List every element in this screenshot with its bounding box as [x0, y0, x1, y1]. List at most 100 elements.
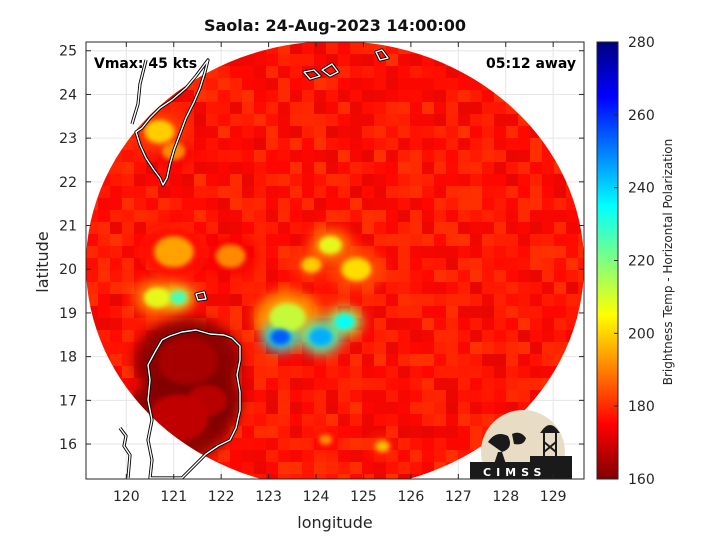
heat-cell — [146, 198, 158, 210]
heat-cell — [506, 198, 518, 210]
heat-cell — [326, 474, 338, 479]
heat-cell — [314, 294, 326, 306]
heat-cell — [482, 186, 494, 198]
heat-cell — [398, 234, 410, 246]
heat-cell — [446, 222, 458, 234]
heat-cell — [314, 126, 326, 138]
heat-cell — [494, 198, 506, 210]
heat-cell — [350, 162, 362, 174]
heat-cell — [374, 198, 386, 210]
heat-cell — [266, 174, 278, 186]
heat-cell — [374, 138, 386, 150]
heat-cell — [422, 378, 434, 390]
heat-cell — [218, 150, 230, 162]
heat-cell — [506, 114, 518, 126]
heat-feature-core — [309, 327, 333, 347]
northern-islands — [303, 49, 389, 80]
heat-cell — [326, 294, 338, 306]
heat-cell — [98, 198, 110, 210]
heat-cell — [398, 426, 410, 438]
heat-cell — [302, 186, 314, 198]
heat-cell — [182, 174, 194, 186]
heat-cell — [518, 234, 530, 246]
heat-cell — [254, 102, 266, 114]
heat-cell — [266, 450, 278, 462]
heat-cell — [218, 174, 230, 186]
heat-cell — [482, 402, 494, 414]
heat-cell — [410, 78, 422, 90]
heat-cell — [410, 102, 422, 114]
heat-cell — [542, 246, 554, 258]
heat-cell — [374, 462, 386, 474]
heat-cell — [362, 210, 374, 222]
heat-cell — [422, 330, 434, 342]
heat-cell — [362, 414, 374, 426]
heat-cell — [542, 222, 554, 234]
heat-cell — [266, 474, 278, 479]
heat-cell — [446, 186, 458, 198]
heat-cell — [182, 186, 194, 198]
heat-cell — [374, 186, 386, 198]
heat-cell — [134, 174, 146, 186]
colorbar-tick-label: 240 — [628, 181, 655, 197]
heat-cell — [122, 162, 134, 174]
heat-cell — [218, 114, 230, 126]
heat-cell — [302, 174, 314, 186]
heat-cell — [254, 90, 266, 102]
heat-cell — [266, 246, 278, 258]
heat-cell — [554, 234, 566, 246]
heat-cell — [374, 246, 386, 258]
heat-cell — [506, 234, 518, 246]
heat-cell — [314, 78, 326, 90]
heat-cell — [410, 234, 422, 246]
heat-cell — [506, 246, 518, 258]
heat-cell — [134, 270, 146, 282]
heat-cell — [398, 318, 410, 330]
heat-cell — [326, 450, 338, 462]
heat-cell — [302, 450, 314, 462]
heat-cell — [458, 150, 470, 162]
heat-cell — [398, 150, 410, 162]
heat-cell — [506, 270, 518, 282]
heat-cell — [278, 426, 290, 438]
heat-cell — [302, 138, 314, 150]
heat-cell — [530, 198, 542, 210]
heat-cell — [446, 198, 458, 210]
heat-feature-core — [270, 329, 291, 345]
heat-cell — [350, 90, 362, 102]
heat-cell — [290, 414, 302, 426]
heat-cell — [122, 174, 134, 186]
heat-cell — [122, 210, 134, 222]
heat-cell — [398, 354, 410, 366]
heat-cell — [362, 102, 374, 114]
heat-cell — [434, 246, 446, 258]
heat-feature-core — [170, 291, 187, 305]
logo-text: CIMSS — [483, 466, 546, 479]
heat-cell — [350, 102, 362, 114]
heat-cell — [230, 66, 242, 78]
heat-cell — [242, 78, 254, 90]
heat-cell — [374, 426, 386, 438]
heat-cell — [362, 330, 374, 342]
heat-cell — [494, 306, 506, 318]
heat-cell — [170, 210, 182, 222]
heat-cell — [218, 186, 230, 198]
heat-cell — [314, 210, 326, 222]
heat-cell — [542, 234, 554, 246]
heat-cell — [482, 318, 494, 330]
heat-cell — [242, 462, 254, 474]
heat-cell — [362, 402, 374, 414]
heat-cell — [290, 174, 302, 186]
heat-cell — [446, 270, 458, 282]
heat-cell — [278, 78, 290, 90]
heat-cell — [122, 198, 134, 210]
heat-cell — [290, 114, 302, 126]
heat-cell — [470, 342, 482, 354]
heat-cell — [410, 306, 422, 318]
heat-cell — [266, 186, 278, 198]
heat-cell — [86, 282, 98, 294]
heat-cell — [446, 390, 458, 402]
heat-cell — [110, 198, 122, 210]
heat-cell — [350, 114, 362, 126]
heat-cell — [410, 54, 422, 66]
